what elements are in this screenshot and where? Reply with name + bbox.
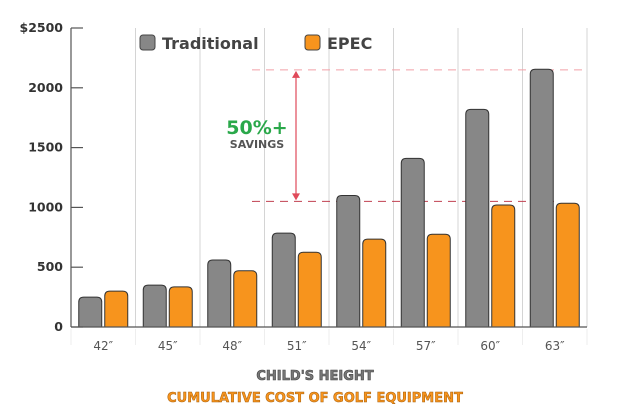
x-tick-label: 60″	[480, 339, 500, 353]
savings-headline: 50%+	[226, 117, 287, 139]
y-tick-label: 1500	[28, 140, 63, 155]
bar-traditional-4	[336, 194, 361, 327]
bar-epec-2	[233, 270, 258, 327]
x-tick-label: 54″	[351, 339, 371, 353]
bar-epec-1	[168, 286, 193, 327]
bar-traditional-7	[529, 68, 554, 327]
arrow-up-icon	[292, 70, 300, 78]
y-tick-label: 2000	[28, 80, 63, 95]
bars	[78, 68, 580, 327]
x-axis: 42″ 45″ 48″ 51″ 54″ 57″ 60″ 63″	[93, 339, 565, 353]
bar-traditional-0	[78, 296, 103, 327]
bar-traditional-1	[142, 284, 167, 327]
legend-label: EPEC	[327, 34, 372, 53]
legend: Traditional EPEC	[139, 34, 372, 53]
arrow-down-icon	[292, 193, 300, 201]
bar-epec-5	[426, 233, 451, 327]
y-tick-label: $2500	[20, 20, 64, 35]
legend-swatch-traditional	[139, 34, 156, 51]
x-tick-label: 57″	[416, 339, 436, 353]
savings-subtext: SAVINGS	[230, 138, 285, 151]
x-tick-label: 51″	[287, 339, 307, 353]
bar-traditional-3	[271, 232, 296, 327]
bar-epec-0	[104, 290, 129, 327]
bar-traditional-2	[207, 259, 232, 327]
bar-epec-6	[491, 204, 516, 327]
y-axis: 0 500 1000 1500 2000 $2500	[20, 20, 587, 334]
bar-epec-7	[555, 202, 580, 327]
x-tick-label: 63″	[545, 339, 565, 353]
y-tick-label: 0	[54, 319, 63, 334]
bar-epec-3	[297, 251, 322, 327]
legend-label: Traditional	[162, 34, 259, 53]
bar-traditional-5	[400, 157, 425, 327]
chart-title: CUMULATIVE COST OF GOLF EQUIPMENT	[167, 391, 463, 406]
savings-annotation: 50%+SAVINGS	[226, 69, 587, 202]
x-axis-label: CHILD'S HEIGHT	[256, 369, 373, 384]
gridlines	[70, 28, 588, 345]
x-tick-label: 48″	[222, 339, 242, 353]
y-tick-label: 500	[37, 259, 63, 274]
x-tick-label: 45″	[158, 339, 178, 353]
legend-swatch-epec	[304, 34, 321, 51]
x-tick-label: 42″	[93, 339, 113, 353]
bar-epec-4	[362, 238, 387, 327]
y-tick-label: 1000	[28, 199, 63, 214]
bar-traditional-6	[465, 108, 490, 327]
